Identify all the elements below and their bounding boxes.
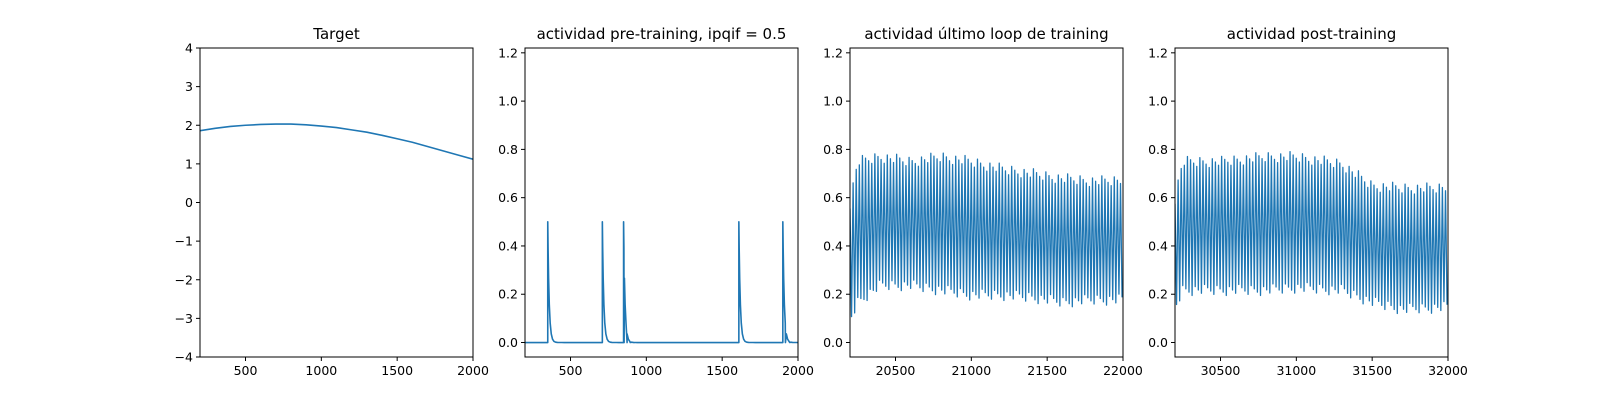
y-tick-label: 0.0 — [823, 335, 843, 350]
x-tick-label: 20500 — [876, 363, 916, 378]
subplot-title: Target — [312, 25, 360, 43]
y-tick-label: 0.6 — [1148, 190, 1168, 205]
y-tick-label: 0.2 — [498, 287, 518, 302]
series-line — [1175, 151, 1448, 315]
y-tick-label: 0.2 — [823, 287, 843, 302]
x-tick-label: 1000 — [630, 363, 662, 378]
y-tick-label: −1 — [175, 234, 193, 249]
subplot-3: actividad último loop de training 20500 21… — [823, 25, 1143, 378]
y-tick-label: 0.8 — [823, 142, 843, 157]
y-tick-label: 2 — [185, 118, 193, 133]
y-tick-label: −2 — [175, 272, 193, 287]
y-tick-label: 0.0 — [498, 335, 518, 350]
x-tick-label: 1000 — [305, 363, 337, 378]
x-tick-label: 500 — [559, 363, 583, 378]
x-tick-label: 22000 — [1103, 363, 1143, 378]
y-tick-label: 0.6 — [823, 190, 843, 205]
y-tick-label: 1.0 — [823, 94, 843, 109]
y-tick-label: 1.2 — [498, 45, 518, 60]
y-tick-label: 0.4 — [498, 238, 518, 253]
y-tick-label: 0.4 — [823, 238, 843, 253]
x-tick-label: 500 — [234, 363, 258, 378]
axes-frame — [1174, 47, 1449, 358]
subplot-title: actividad post-training — [1227, 25, 1396, 43]
y-tick-label: 1.0 — [498, 94, 518, 109]
series-line — [525, 221, 798, 344]
subplot-2: actividad pre-training, ipqif = 0.5 500 10… — [498, 25, 814, 378]
x-tick-label: 21000 — [951, 363, 991, 378]
x-tick-label: 32000 — [1428, 363, 1468, 378]
subplot-1: Target 500 1000 1500 2000 −4 −3 −2 −1 0 1 2 3 4 — [175, 25, 489, 378]
x-tick-label: 30500 — [1201, 363, 1241, 378]
y-tick-label: 3 — [185, 79, 193, 94]
x-tick-label: 31000 — [1276, 363, 1316, 378]
x-tick-label: 1500 — [706, 363, 738, 378]
x-tick-label: 31500 — [1352, 363, 1392, 378]
y-tick-label: 0 — [185, 195, 193, 210]
y-tick-label: −3 — [175, 311, 193, 326]
y-tick-label: 0.0 — [1148, 335, 1168, 350]
subplot-4: actividad post-training 30500 31000 31500 32… — [1148, 25, 1468, 378]
y-tick-label: 1.0 — [1148, 94, 1168, 109]
y-tick-label: 0.6 — [498, 190, 518, 205]
y-tick-label: 0.2 — [1148, 287, 1168, 302]
axes-frame — [849, 47, 1124, 358]
subplot-title: actividad pre-training, ipqif = 0.5 — [537, 25, 787, 43]
y-tick-label: 1 — [185, 156, 193, 171]
x-tick-label: 1500 — [381, 363, 413, 378]
y-tick-label: −4 — [175, 350, 193, 365]
series-line — [200, 123, 473, 161]
x-tick-label: 21500 — [1027, 363, 1067, 378]
x-tick-label: 2000 — [457, 363, 489, 378]
y-tick-label: 0.8 — [498, 142, 518, 157]
y-tick-label: 0.8 — [1148, 142, 1168, 157]
series-line — [850, 152, 1123, 318]
x-tick-label: 2000 — [782, 363, 814, 378]
y-tick-label: 1.2 — [1148, 45, 1168, 60]
axes-frame — [199, 47, 474, 358]
axes-frame — [524, 47, 799, 358]
y-tick-label: 0.4 — [1148, 238, 1168, 253]
subplot-title: actividad último loop de training — [864, 25, 1108, 43]
y-tick-label: 1.2 — [823, 45, 843, 60]
y-tick-label: 4 — [185, 41, 193, 56]
